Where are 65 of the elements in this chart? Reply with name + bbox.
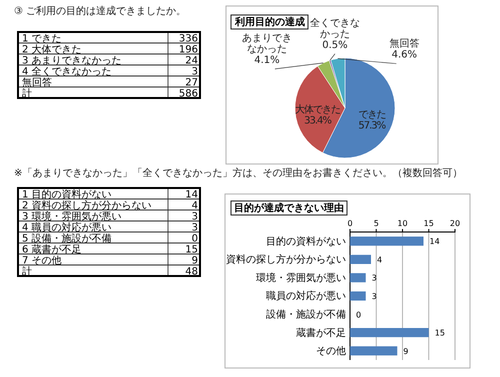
chart-title: 目的が達成できない理由 (234, 202, 344, 214)
data-label: 3 (372, 292, 377, 301)
text: 0 (192, 234, 198, 244)
text: ③ ご利用の目的は達成できましたか。 (14, 5, 186, 17)
data-label: 15 (434, 328, 445, 338)
category-label: 7 その他 (22, 254, 62, 266)
data-label: 0 (356, 310, 362, 320)
category-label: 1 目的の資料がない (22, 188, 112, 200)
bar (350, 236, 424, 246)
y-tick-label: 蔵書が不足 (296, 326, 346, 339)
y-tick-label: その他 (316, 345, 346, 358)
category-label: 6 蔵書が不足 (22, 244, 82, 256)
data-label: 3 (372, 274, 377, 283)
data-label: 33.4% (304, 116, 332, 127)
x-tick-label: 15 (424, 219, 434, 228)
category-label: 5 設備・施設が不備 (22, 232, 112, 244)
category-label: 1 できた (22, 34, 62, 44)
category-label: 4 全くできなかった (22, 66, 112, 78)
data-label: 4 (377, 255, 382, 264)
category-label: 2 大体できた (22, 44, 82, 56)
y-tick-label: 環境・雰囲気が悪い (256, 272, 346, 284)
data-label: 0.5% (322, 40, 348, 51)
chart-title: 利用目的の達成 (234, 16, 305, 28)
category-label: 3 あまりできなかった (22, 56, 122, 66)
y-tick-label: 目的の資料がない (266, 235, 346, 248)
text: 4 (192, 200, 198, 212)
text: 196 (178, 44, 198, 56)
data-label: 14 (430, 237, 440, 246)
text: ※「あまりできなかった」「全くできなかった」方は、その理由をお書きください。（複数回答可） (14, 167, 462, 179)
text: 24 (185, 56, 198, 66)
bar (350, 328, 429, 338)
text: 3 (192, 222, 198, 234)
x-tick-label: 20 (450, 219, 460, 228)
text: 15 (185, 244, 198, 256)
x-tick-label: 5 (374, 219, 379, 228)
y-tick-label: 設備・施設が不備 (266, 308, 346, 320)
text: 14 (185, 190, 198, 200)
bar (350, 346, 398, 356)
slice-label: あまりできなかった (242, 32, 292, 55)
text: 27 (185, 78, 198, 88)
bar (350, 254, 371, 264)
slice-label: 無回答 (389, 38, 420, 50)
text: 48 (185, 266, 198, 278)
data-label: 4.6% (392, 50, 418, 61)
category-label: 4 職員の対応が悪い (22, 222, 112, 234)
data-label: 57.3% (358, 120, 386, 132)
text: 9 (192, 256, 198, 266)
slice-label: 全くできなかった (310, 16, 360, 40)
text: 3 (192, 212, 198, 222)
x-tick-label: 0 (347, 219, 353, 228)
bar (350, 273, 366, 282)
category-label: 無回答 (22, 76, 52, 88)
category-label: 3 環境・雰囲気が悪い (22, 210, 122, 222)
y-tick-label: 職員の対応が悪い (266, 290, 346, 302)
bar (350, 291, 366, 301)
y-tick-label: 資料の探し方が分からない (226, 254, 346, 266)
x-tick-label: 10 (397, 219, 408, 228)
category-label: 2 資料の探し方が分からない (22, 200, 152, 212)
text: 336 (178, 34, 198, 44)
text: 3 (192, 66, 198, 78)
slice-label: 大体できた (295, 104, 342, 116)
slice-label: できた (358, 109, 386, 120)
text: 586 (178, 88, 198, 100)
data-label: 9 (403, 346, 408, 356)
data-label: 4.1% (254, 54, 280, 66)
